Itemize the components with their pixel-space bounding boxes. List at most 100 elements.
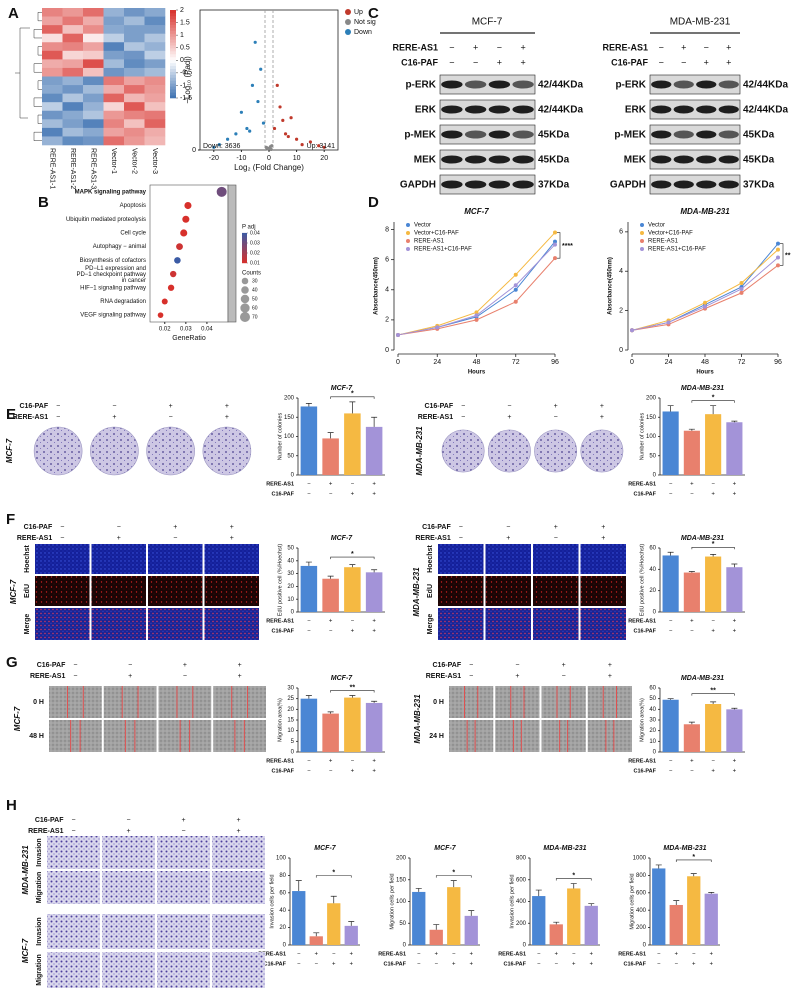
colorbar-step <box>242 258 247 262</box>
y-tick-label: 0 <box>523 943 527 949</box>
category-label: Apoptosis <box>120 203 146 209</box>
point <box>553 239 557 244</box>
error-bar <box>371 416 378 427</box>
condition-sign: + <box>733 492 737 498</box>
heatmap-cell <box>103 42 125 52</box>
micrograph <box>204 576 259 606</box>
legend-label: RERE-AS1+C16-PAF <box>648 247 706 253</box>
heatmap-cell <box>103 93 125 103</box>
colorbar-step <box>170 12 176 17</box>
micrograph <box>91 608 146 640</box>
y-tick-label: 400 <box>636 908 647 914</box>
condition-sign: − <box>692 952 696 958</box>
heatmap-cell <box>83 136 104 146</box>
treatment-sign: − <box>117 524 121 531</box>
condition-sign: + <box>372 492 376 498</box>
colorbar-step <box>170 27 176 31</box>
treatment-name: C16-PAF <box>24 524 53 531</box>
chart-title: MCF-7 <box>331 535 353 542</box>
condition-sign: − <box>351 482 355 488</box>
bar <box>683 724 700 752</box>
y-tick-label: 8 <box>385 226 389 233</box>
treatment-name: RERE-AS1 <box>392 42 438 52</box>
micrograph <box>449 686 494 718</box>
colorbar-step <box>242 240 247 244</box>
error-bar <box>313 932 320 937</box>
row-label: EdU <box>427 584 434 598</box>
micrograph <box>213 720 266 752</box>
condition-name: RERE-AS1 <box>266 481 294 487</box>
micrograph <box>212 871 265 904</box>
legend-marker <box>640 231 644 235</box>
heatmap-cell <box>144 136 166 146</box>
significance-bracket <box>315 875 352 878</box>
blot-band <box>464 105 487 114</box>
dendrogram <box>37 46 42 56</box>
error-bar <box>327 711 334 714</box>
blot-band <box>512 155 534 164</box>
condition-name: C16-PAF <box>271 628 294 634</box>
condition-sign: + <box>349 962 353 968</box>
blot-band <box>488 130 511 139</box>
error-bar <box>327 432 334 439</box>
y-tick-label: 0 <box>192 147 196 154</box>
condition-sign: − <box>572 952 576 958</box>
chart-title: MCF-7 <box>314 845 336 852</box>
y-tick-label: 50 <box>399 921 406 927</box>
row-label: 0 H <box>433 699 444 706</box>
heatmap-cell <box>144 102 166 112</box>
treatment-sign: + <box>236 817 240 824</box>
significance: * <box>712 541 715 548</box>
point <box>317 144 321 148</box>
colorbar-label: -1 <box>180 82 186 89</box>
size-label: 42/44KDa <box>743 80 788 91</box>
y-tick-label: 50 <box>287 453 294 459</box>
point <box>269 147 273 152</box>
condition-name: C16-PAF <box>271 768 294 774</box>
condition-sign: − <box>690 629 694 635</box>
dot <box>161 298 168 305</box>
point <box>239 110 243 114</box>
row-label: Migration <box>36 954 43 986</box>
heatmap-cell <box>144 67 166 77</box>
error-bar <box>708 892 715 894</box>
blot-band <box>512 130 534 139</box>
condition-sign: − <box>307 619 311 625</box>
error-bar <box>305 403 312 407</box>
y-tick-label: 50 <box>649 453 656 459</box>
micrograph <box>102 914 155 949</box>
y-tick-label: 0 <box>653 473 657 479</box>
y-tick-label: 60 <box>279 890 286 896</box>
blot-band <box>464 80 487 89</box>
condition-sign: + <box>709 962 713 968</box>
legend-label: Vector+C16-PAF <box>648 231 693 237</box>
y-tick-label: 2 <box>385 317 389 324</box>
treatment-sign: + <box>562 662 566 669</box>
series-line <box>631 257 779 331</box>
treatment-sign: + <box>726 42 731 52</box>
row-label: Hoechst <box>427 545 434 573</box>
treatment-name: RERE-AS1 <box>426 673 462 680</box>
colorbar-step <box>170 62 176 67</box>
legend-marker <box>345 19 351 25</box>
treatment-sign: − <box>497 42 502 52</box>
micrograph <box>91 576 146 606</box>
significance-bracket <box>330 396 375 399</box>
colony-well <box>90 426 139 476</box>
colorbar-step <box>170 36 176 40</box>
heatmap-cell <box>144 59 166 69</box>
x-tick-label: 96 <box>551 359 559 366</box>
significance: ** <box>710 688 716 695</box>
point <box>300 143 304 147</box>
legend-label: RERE-AS1 <box>414 239 445 245</box>
treatment-sign: + <box>230 535 234 542</box>
point <box>275 83 279 87</box>
point <box>513 272 518 277</box>
blot-band <box>673 105 694 114</box>
treatment-sign: + <box>169 403 173 410</box>
treatment-sign: − <box>554 535 558 542</box>
legend-label: Up <box>354 9 363 16</box>
heatmap-cell <box>62 119 84 129</box>
colorbar-label: 1.5 <box>180 19 190 26</box>
